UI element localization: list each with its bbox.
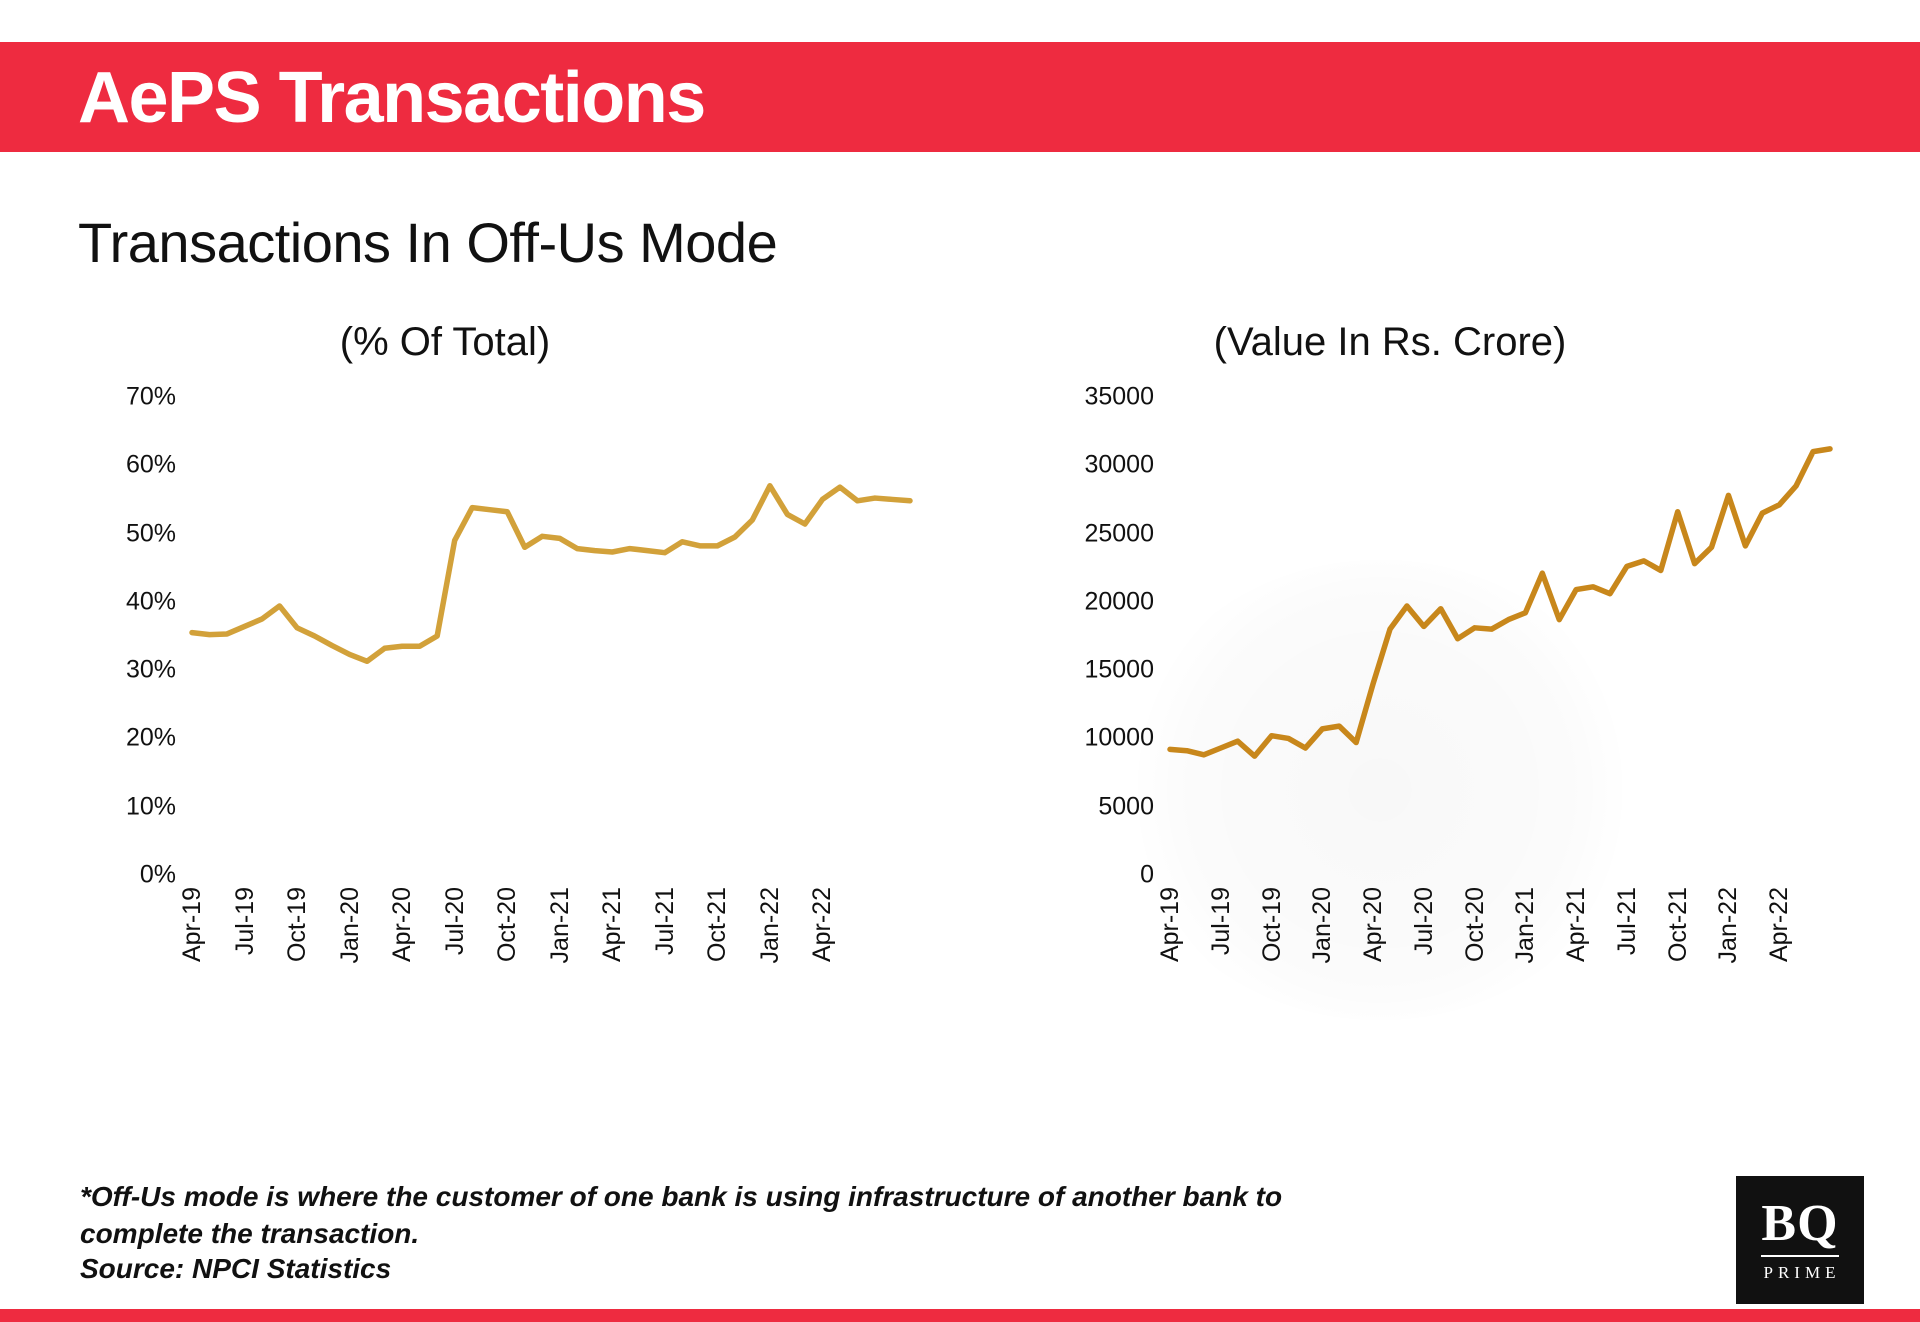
x-axis-tick-label: Jan-20 [1308, 887, 1337, 964]
y-axis-tick-label: 5000 [1098, 792, 1154, 821]
x-axis-tick-label: Apr-22 [1765, 887, 1794, 963]
logo-divider [1761, 1255, 1839, 1257]
x-axis-tick-label: Oct-19 [1257, 887, 1286, 963]
chart-title-percent: (% Of Total) [339, 320, 551, 364]
y-axis-tick-label: 60% [125, 450, 176, 479]
y-axis-tick-label: 0% [139, 860, 176, 889]
chart-panel-percent: (% Of Total) 0% 10% 20% 30% 40% 50% 60% 70% Apr-… [60, 320, 940, 985]
header-band [0, 42, 1920, 152]
x-axis-tick-label: Jan-21 [1511, 887, 1540, 964]
chart-panel-value: (Value In Rs. Crore) 0 5000 10000 15000 2000… [980, 320, 1860, 985]
data-series-line [189, 483, 913, 665]
x-axis-tick-label: Apr-20 [1359, 887, 1388, 963]
logo-wordmark: PRIME [1763, 1263, 1841, 1282]
source-line: Source: NPCI Statistics [80, 1253, 392, 1284]
x-axis-tick-label: Jul-20 [1409, 887, 1438, 956]
y-axis-tick-label: 25000 [1084, 519, 1154, 548]
data-series-line [1167, 446, 1833, 759]
x-axis-tick-label: Apr-22 [808, 887, 837, 963]
x-axis-tick-label: Apr-19 [178, 887, 206, 963]
x-axis-tick-label: Apr-20 [388, 887, 417, 963]
y-axis-tick-label: 35000 [1084, 382, 1154, 411]
x-axis-tick-label: Apr-19 [1156, 887, 1184, 963]
y-axis-tick-label: 20% [125, 723, 176, 752]
y-axis-tick-label: 50% [125, 519, 176, 548]
x-axis-tick-label: Oct-19 [283, 887, 312, 963]
bq-prime-logo: BQ PRIME [1736, 1176, 1864, 1304]
x-axis-tick-label: Jan-22 [755, 887, 784, 964]
logo-mark: BQ [1761, 1195, 1839, 1252]
line-chart-value [1167, 446, 1833, 759]
x-axis-tick-label: Jul-20 [440, 887, 469, 956]
x-axis-tick-label: Oct-21 [1663, 887, 1692, 963]
y-axis-tick-label: 30000 [1084, 450, 1154, 479]
x-axis-tick-label: Jul-21 [650, 887, 679, 956]
y-axis-tick-label: 10% [125, 792, 176, 821]
x-axis-tick-label: Oct-20 [1460, 887, 1489, 963]
y-axis-tick-label: 0 [1140, 860, 1154, 889]
y-axis-tick-label: 20000 [1084, 587, 1154, 616]
x-axis-tick-label: Apr-21 [1562, 887, 1591, 963]
chart-area-percent: 0% 10% 20% 30% 40% 50% 60% 70% Apr-19 Jul-19 Oct-1… [60, 382, 940, 985]
y-axis-tick-label: 15000 [1084, 655, 1154, 684]
x-axis-tick-label: Apr-21 [598, 887, 627, 963]
bottom-band [0, 1309, 1920, 1322]
x-axis-tick-label: Oct-20 [493, 887, 522, 963]
x-axis-tick-label: Oct-21 [703, 887, 732, 963]
x-axis-tick-label: Jul-19 [230, 887, 259, 956]
x-axis-tick-label: Jul-21 [1612, 887, 1641, 956]
y-axis-tick-label: 30% [125, 655, 176, 684]
y-axis-tick-label: 40% [125, 587, 176, 616]
chart-area-value: 0 5000 10000 15000 20000 25000 30000 35000 Apr-1… [980, 382, 1860, 985]
subtitle: Transactions In Off-Us Mode [78, 211, 778, 274]
x-axis-tick-label: Jan-22 [1714, 887, 1743, 964]
y-axis-tick-label: 10000 [1084, 723, 1154, 752]
line-chart-percent [189, 483, 913, 665]
y-axis-tick-label: 70% [125, 382, 176, 411]
footnote: *Off-Us mode is where the customer of on… [80, 1181, 1283, 1249]
x-axis-tick-label: Jul-19 [1206, 887, 1235, 956]
x-axis-tick-label: Jan-21 [545, 887, 574, 964]
x-axis-tick-label: Jan-20 [335, 887, 364, 964]
page-title: AePS Transactions [78, 58, 706, 138]
chart-title-value: (Value In Rs. Crore) [1213, 320, 1567, 364]
